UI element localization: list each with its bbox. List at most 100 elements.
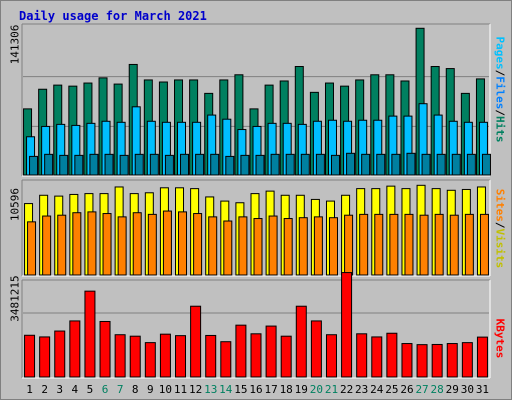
kbytes-bar (386, 332, 398, 378)
kbytes-bar (431, 343, 443, 378)
day-tick-label: 6 (102, 383, 109, 396)
sites-bar (464, 213, 474, 276)
pages-bar (240, 154, 250, 176)
sites-bar (102, 213, 112, 276)
day-tick-label: 11 (174, 383, 187, 396)
kbytes-bar (416, 344, 428, 378)
day-tick-label: 29 (446, 383, 459, 396)
kbytes-bar (114, 334, 126, 378)
kbytes-bar (476, 336, 488, 378)
day-tick-label: 2 (41, 383, 48, 396)
sites-bar (359, 213, 369, 276)
day-tick-label: 8 (132, 383, 139, 396)
sites-bar (344, 214, 354, 276)
pages-bar (421, 153, 431, 176)
sites-bar (328, 217, 338, 276)
kbytes-bar (129, 335, 141, 378)
kbytes-bar (99, 320, 111, 378)
pages-bar (270, 153, 280, 176)
day-tick-label: 5 (87, 383, 94, 396)
day-tick-label: 15 (234, 383, 247, 396)
pages-bar (119, 154, 129, 176)
pages-bar (376, 153, 386, 176)
kbytes-bar (24, 334, 36, 378)
pages-bar (361, 153, 371, 176)
sites-bar (434, 213, 444, 276)
day-tick-label: 4 (72, 383, 79, 396)
sites-bar (374, 213, 384, 276)
pages-bar (89, 153, 99, 176)
day-tick-label: 27 (415, 383, 428, 396)
kbytes-bar (325, 334, 337, 378)
sites-bar (238, 216, 248, 276)
day-tick-label: 22 (340, 383, 353, 396)
day-tick-label: 12 (189, 383, 202, 396)
sites-bar (147, 213, 157, 276)
pages-bar (346, 152, 356, 176)
day-tick-label: 20 (310, 383, 323, 396)
sites-bar (72, 212, 82, 276)
sites-bar (27, 221, 37, 276)
kbytes-bar (159, 333, 171, 378)
chart-svg: 1 2 3 4 5 6 7 8 9 10 11 12 13 14 15 16 17 18 19 20 21 22 23 24 2… (21, 23, 491, 396)
sites-bar (193, 213, 203, 276)
sites-bar (162, 210, 172, 276)
kbytes-bar (84, 290, 96, 378)
pages-bar (59, 154, 69, 176)
day-tick-label: 17 (264, 383, 277, 396)
kbytes-bar (190, 305, 202, 378)
pages-bar (104, 153, 114, 176)
sites-bar (283, 218, 293, 276)
day-tick-label: 7 (117, 383, 124, 396)
day-tick-label: 1 (26, 383, 33, 396)
kbytes-bar (461, 342, 473, 378)
day-tick-label: 18 (280, 383, 293, 396)
pages-bar (330, 154, 340, 176)
kbytes-bar (401, 343, 413, 378)
kbytes-bar (295, 305, 307, 378)
pages-bar (451, 153, 461, 176)
day-tick-label: 31 (476, 383, 489, 396)
pages-bar (436, 153, 446, 176)
kbytes-bar (356, 333, 368, 378)
kbytes-bar (341, 272, 353, 378)
kbytes-bar (280, 335, 292, 378)
sites-bar (208, 216, 218, 276)
pages-bar (391, 153, 401, 176)
day-tick-label: 10 (159, 383, 172, 396)
kbytes-bar (54, 330, 66, 378)
sites-bar (404, 213, 414, 276)
pages-bar (315, 153, 325, 176)
sites-bar (117, 216, 127, 276)
day-tick-label: 26 (400, 383, 413, 396)
pages-bar (149, 153, 159, 176)
day-tick-label: 19 (295, 383, 308, 396)
pages-bar (44, 153, 54, 176)
day-tick-label: 24 (370, 383, 384, 396)
pages-bar (195, 153, 205, 176)
sites-bar (298, 217, 308, 276)
day-tick-label: 25 (385, 383, 398, 396)
pages-bar (466, 153, 476, 176)
kbytes-bar (371, 336, 383, 378)
day-tick-label: 3 (56, 383, 63, 396)
kbytes-bar (205, 334, 217, 378)
day-tick-label: 14 (219, 383, 233, 396)
kbytes-bar (175, 335, 187, 378)
pages-bar (164, 154, 174, 176)
pages-bar (210, 153, 220, 176)
kbytes-bar (39, 336, 51, 378)
sites-bar (57, 214, 67, 276)
chart-title: Daily usage for March 2021 (19, 9, 207, 23)
sites-bar (223, 220, 233, 276)
kbytes-bar (69, 320, 81, 378)
day-tick-label: 9 (147, 383, 154, 396)
sites-bar (313, 216, 323, 276)
pages-bar (29, 155, 39, 176)
sites-bar (449, 214, 459, 276)
pages-bar (134, 153, 144, 176)
kbytes-bar (144, 342, 156, 378)
sites-bar (87, 211, 97, 276)
sites-bar (479, 213, 489, 276)
pages-bar (300, 153, 310, 176)
